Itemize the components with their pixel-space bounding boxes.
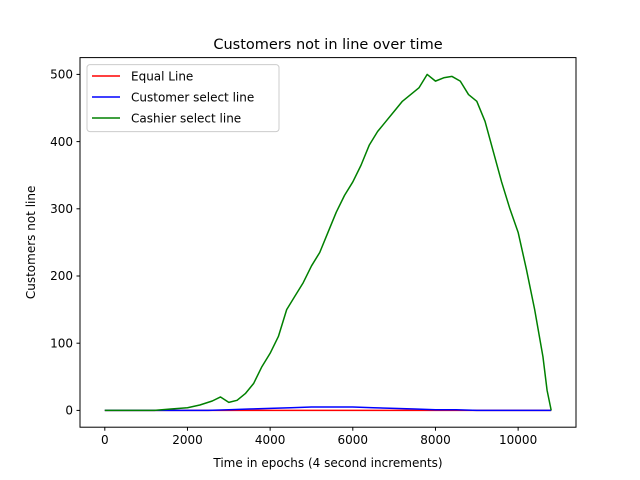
- series-line-cashier-select-line: [104, 73, 552, 412]
- y-tick-label: 0: [65, 404, 73, 418]
- legend-label: Equal Line: [131, 69, 193, 83]
- x-axis-label: Time in epochs (4 second increments): [212, 456, 442, 470]
- x-tick-label: 8000: [420, 433, 451, 447]
- chart-title: Customers not in line over time: [213, 37, 442, 53]
- y-tick-label: 200: [50, 269, 73, 283]
- x-tick-label: 0: [101, 433, 109, 447]
- y-axis-label: Customers not line: [24, 186, 38, 299]
- plot-frame: [79, 57, 577, 428]
- legend-box: [86, 64, 280, 133]
- x-tick-label: 4000: [255, 433, 286, 447]
- x-tick-label: 2000: [172, 433, 203, 447]
- series-line-customer-select-line: [104, 406, 552, 412]
- legend-label: Customer select line: [131, 90, 254, 104]
- legend-label: Cashier select line: [131, 111, 241, 125]
- y-tick-label: 300: [50, 202, 73, 216]
- x-tick-label: 6000: [338, 433, 369, 447]
- x-tick-label: 10000: [499, 433, 537, 447]
- y-tick-label: 100: [50, 336, 73, 350]
- legend: Equal Line Customer select line Cashier se…: [86, 64, 280, 133]
- y-tick-label: 400: [50, 135, 73, 149]
- y-tick-label: 500: [50, 68, 73, 82]
- y-axis: 0 100 200 300 400 500: [50, 68, 80, 418]
- x-axis: 0 2000 4000 6000 8000 10000: [101, 427, 537, 447]
- series-layer: [104, 73, 552, 412]
